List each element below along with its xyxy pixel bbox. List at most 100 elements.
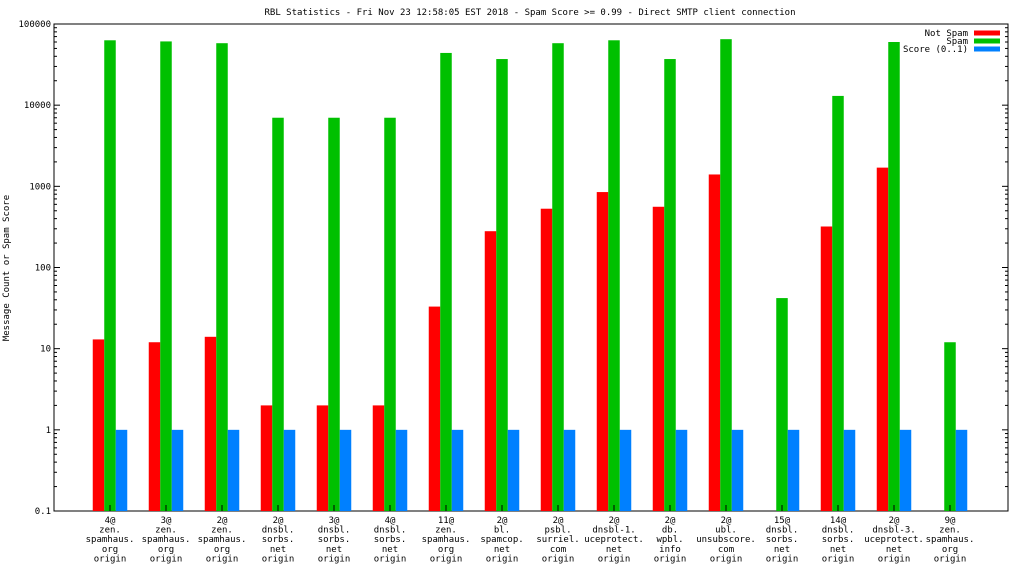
y-axis-label: Message Count or Spam Score	[2, 195, 12, 341]
x-category-label: ubl.	[715, 526, 737, 536]
x-category-label: zen.	[155, 526, 177, 536]
x-category-label: net	[606, 545, 622, 555]
bar-not-spam	[428, 306, 441, 511]
bar-not-spam	[876, 167, 889, 512]
bar-score-0-1	[507, 429, 520, 511]
x-category-label: spamhaus.	[422, 535, 471, 545]
y-tick-label: 10000	[24, 101, 51, 111]
x-category-label: org	[158, 545, 174, 555]
bar-spam	[160, 41, 172, 511]
bar-score-0-1	[339, 429, 352, 511]
y-tick-label: 100	[35, 264, 51, 274]
x-category-label: dnsbl.	[766, 526, 799, 536]
bar-score-0-1	[899, 429, 912, 511]
x-category-label: net	[886, 545, 902, 555]
bar-not-spam	[92, 339, 105, 511]
x-category-label: uceprotect.	[584, 535, 644, 545]
x-category-label: bl.	[494, 526, 510, 536]
x-category-label: 2@	[609, 516, 620, 526]
x-category-label: spamhaus.	[926, 535, 975, 545]
x-category-label: net	[494, 545, 510, 555]
bar-score-0-1	[171, 429, 184, 511]
y-tick-label: 10	[40, 345, 51, 355]
x-category-label: unsubscore.	[696, 535, 756, 545]
bar-score-0-1	[731, 429, 744, 511]
bar-not-spam	[540, 208, 553, 511]
bar-spam	[608, 40, 620, 511]
x-category-label: zen.	[435, 526, 457, 536]
bar-spam	[272, 117, 284, 512]
bar-score-0-1	[563, 429, 576, 511]
bar-spam	[720, 39, 732, 511]
x-category-label: net	[774, 545, 790, 555]
x-category-label: dnsbl.	[318, 526, 351, 536]
x-category-label: 4@	[385, 516, 396, 526]
x-category-label: 9@	[945, 516, 956, 526]
x-category-label: sorbs.	[766, 535, 799, 545]
x-category-label: origin	[766, 554, 799, 564]
bar-score-0-1	[227, 429, 240, 511]
x-category-label: 2@	[889, 516, 900, 526]
x-category-label: info	[659, 545, 681, 555]
x-category-label: spamcop.	[480, 535, 523, 545]
x-category-label: dnsbl.	[262, 526, 295, 536]
x-category-label: origin	[878, 554, 911, 564]
x-category-label: 11@	[438, 516, 455, 526]
bar-not-spam	[148, 342, 161, 511]
x-category-label: uceprotect.	[864, 535, 924, 545]
bar-not-spam	[316, 405, 329, 511]
x-category-label: origin	[318, 554, 351, 564]
x-category-label: dnsbl.	[374, 526, 407, 536]
legend-label: Score (0..1)	[903, 45, 968, 55]
bar-spam	[944, 342, 956, 511]
y-tick-label: 100000	[18, 20, 51, 30]
x-category-label: net	[382, 545, 398, 555]
bar-score-0-1	[451, 429, 464, 511]
bar-score-0-1	[619, 429, 632, 511]
bar-not-spam	[260, 405, 273, 511]
y-tick-label: 1	[46, 426, 51, 436]
bar-not-spam	[484, 231, 497, 511]
x-category-label: 3@	[161, 516, 172, 526]
x-category-label: db.	[662, 526, 678, 536]
x-category-label: surriel.	[536, 535, 579, 545]
bar-spam	[888, 42, 900, 512]
bar-spam	[552, 43, 564, 512]
x-category-label: sorbs.	[822, 535, 855, 545]
x-category-label: origin	[374, 554, 407, 564]
bar-score-0-1	[675, 429, 688, 511]
bar-not-spam	[204, 336, 217, 511]
x-category-label: zen.	[99, 526, 121, 536]
bar-not-spam	[708, 174, 721, 512]
x-category-label: zen.	[211, 526, 233, 536]
x-category-label: origin	[430, 554, 463, 564]
x-category-label: sorbs.	[374, 535, 407, 545]
bar-not-spam	[372, 405, 385, 511]
x-category-label: origin	[206, 554, 239, 564]
x-category-label: 4@	[105, 516, 116, 526]
x-category-label: 2@	[217, 516, 228, 526]
x-category-label: 2@	[721, 516, 732, 526]
x-category-label: net	[830, 545, 846, 555]
x-category-label: origin	[934, 554, 967, 564]
bar-score-0-1	[395, 429, 408, 511]
bar-spam	[832, 95, 844, 511]
bar-spam	[104, 40, 116, 511]
x-category-label: origin	[486, 554, 519, 564]
x-category-label: origin	[822, 554, 855, 564]
x-category-label: origin	[542, 554, 575, 564]
x-category-label: 3@	[329, 516, 340, 526]
x-category-label: psbl.	[544, 526, 571, 536]
x-category-label: dnsbl.	[822, 526, 855, 536]
x-category-label: net	[270, 545, 286, 555]
bar-not-spam	[652, 206, 665, 511]
bar-spam	[440, 52, 452, 511]
y-tick-label: 1000	[29, 182, 51, 192]
plot-area: 0.11101001000100001000004@zen.spamhaus.o…	[18, 20, 1009, 564]
x-category-label: 2@	[665, 516, 676, 526]
x-category-label: wpbl.	[656, 535, 683, 545]
x-category-label: origin	[654, 554, 687, 564]
bar-score-0-1	[787, 429, 800, 511]
x-category-label: sorbs.	[318, 535, 351, 545]
